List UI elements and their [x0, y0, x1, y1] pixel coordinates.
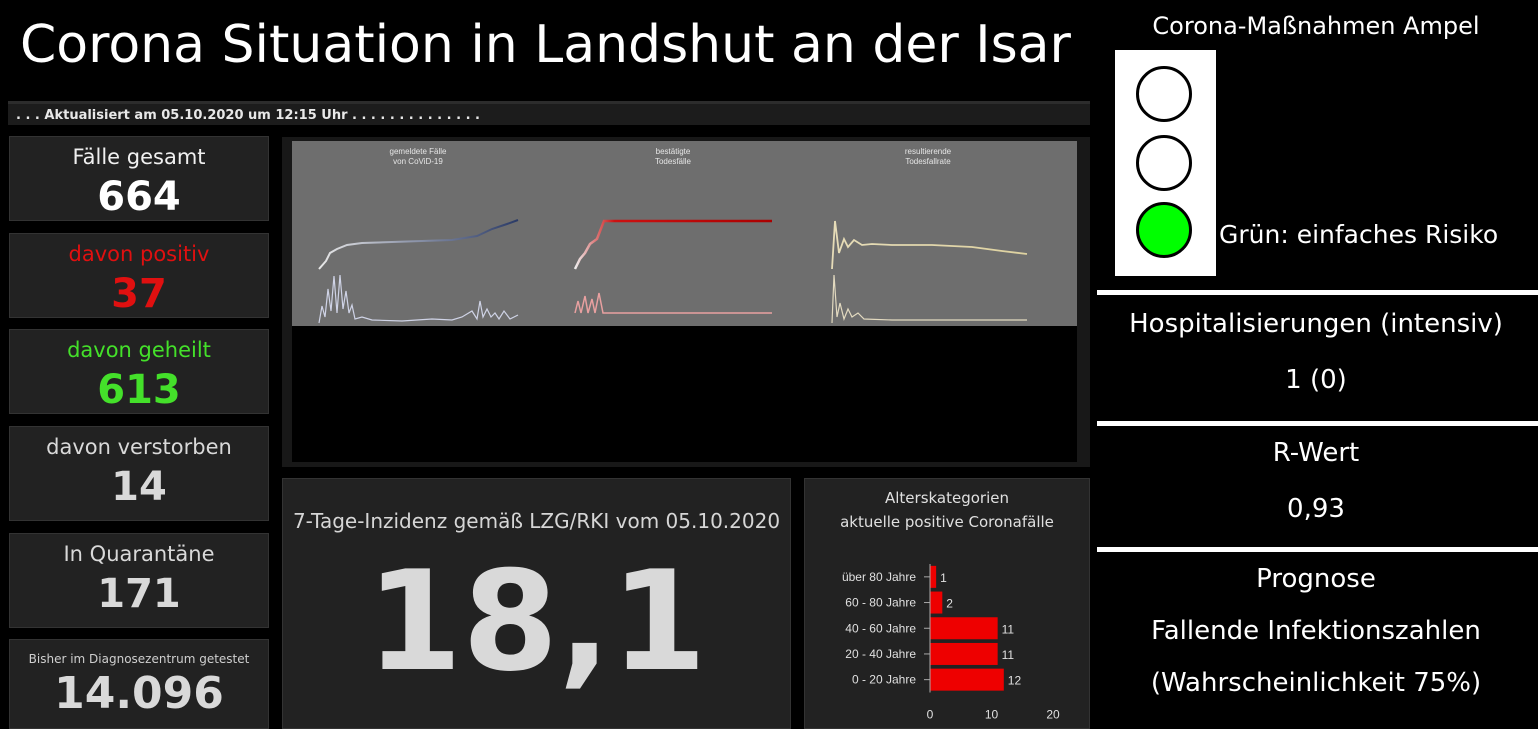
traffic-light-red-lamp: [1136, 66, 1192, 122]
age-category-label: 20 - 40 Jahre: [845, 647, 916, 661]
mini-chart-1-subtitle: von CoViD-19: [393, 157, 443, 166]
age-chart-title: Alterskategorien: [884, 489, 1009, 507]
incidence-value: 18,1: [366, 541, 707, 702]
mini-chart-1-spikes: [318, 274, 519, 324]
mini-chart-1-line: [318, 219, 519, 270]
age-category-label: 40 - 60 Jahre: [845, 621, 916, 635]
r-value-panel: R-Wert 0,93: [1097, 426, 1535, 547]
update-timestamp: . . . Aktualisiert am 05.10.2020 um 12:1…: [16, 108, 480, 123]
tile-label: Bisher im Diagnosezentrum getestet: [28, 652, 250, 666]
tile-value: 613: [97, 367, 181, 413]
trend-charts-panel: gemeldete Fälle von CoViD-19 bestätigte …: [282, 137, 1090, 467]
age-bar-value: 12: [1008, 674, 1022, 688]
tile-value: 37: [111, 271, 167, 317]
mini-chart-3-line: [831, 220, 1028, 270]
tile-label: In Quarantäne: [63, 542, 215, 566]
mini-chart-3-subtitle: Todesfallrate: [905, 157, 951, 166]
traffic-light-housing: [1115, 50, 1216, 276]
tile-value: 14: [111, 464, 167, 510]
trend-charts-strip: gemeldete Fälle von CoViD-19 bestätigte …: [292, 141, 1077, 326]
traffic-light-green-lamp: [1136, 202, 1192, 258]
incidence-label: 7-Tage-Inzidenz gemäß LZG/RKI vom 05.10.…: [292, 509, 781, 533]
age-x-tick-label: 0: [927, 708, 934, 722]
age-bar: [930, 591, 943, 614]
mini-chart-3-spikes: [831, 274, 1027, 324]
tile-label: Fälle gesamt: [72, 145, 206, 169]
tile-label: davon geheilt: [67, 338, 211, 362]
age-category-label: über 80 Jahre: [842, 570, 916, 584]
age-bar-value: 1: [940, 571, 947, 585]
forecast-line-1: Fallende Infektionszahlen: [1151, 616, 1481, 646]
forecast-line-2: (Wahrscheinlichkeit 75%): [1150, 668, 1482, 698]
tile-deceased: davon verstorben 14: [9, 426, 269, 521]
trend-charts-svg: gemeldete Fälle von CoViD-19 bestätigte …: [318, 147, 1028, 324]
age-x-tick-label: 20: [1046, 708, 1060, 722]
update-bar: . . . Aktualisiert am 05.10.2020 um 12:1…: [8, 101, 1090, 125]
age-bar-value: 11: [1002, 648, 1015, 662]
mini-chart-1-title: gemeldete Fälle: [390, 147, 447, 156]
age-bar-value: 2: [946, 597, 953, 611]
traffic-light-panel: Corona-Maßnahmen Ampel Grün: einfaches R…: [1097, 0, 1535, 290]
page-title: Corona Situation in Landshut an der Isar: [20, 15, 1071, 75]
age-bar-value: 11: [1002, 622, 1015, 636]
mini-chart-3-title: resultierende: [905, 147, 952, 156]
mini-chart-2-spikes: [574, 292, 772, 314]
hospital-panel: Hospitalisierungen (intensiv) 1 (0): [1097, 295, 1535, 421]
divider: [1097, 547, 1538, 552]
forecast-label: Prognose: [1256, 564, 1376, 594]
tile-value: 14.096: [54, 668, 224, 719]
traffic-light-yellow-lamp: [1136, 135, 1192, 191]
mini-chart-2-title: bestätigte: [656, 147, 691, 156]
chart-empty-area: [292, 326, 1077, 462]
mini-chart-2-line: [573, 219, 772, 270]
forecast-panel: Prognose Fallende Infektionszahlen (Wahr…: [1097, 552, 1535, 729]
age-bar: [930, 565, 937, 588]
traffic-light-status: Grün: einfaches Risiko: [1219, 220, 1499, 249]
tile-value: 664: [97, 174, 181, 220]
r-value-label: R-Wert: [1272, 438, 1360, 468]
tile-tested: Bisher im Diagnosezentrum getestet 14.09…: [9, 639, 269, 729]
age-bar: [930, 617, 998, 640]
divider: [1097, 421, 1538, 426]
age-category-label: 60 - 80 Jahre: [845, 596, 916, 610]
tile-label: davon positiv: [68, 242, 210, 266]
tile-value: 171: [97, 571, 181, 617]
incidence-panel: 7-Tage-Inzidenz gemäß LZG/RKI vom 05.10.…: [282, 478, 791, 729]
r-value: 0,93: [1287, 494, 1345, 524]
tile-quarantine: In Quarantäne 171: [9, 533, 269, 628]
hospital-label: Hospitalisierungen (intensiv): [1129, 309, 1503, 339]
tile-positive: davon positiv 37: [9, 233, 269, 318]
hospital-value: 1 (0): [1285, 365, 1347, 395]
mini-chart-2-subtitle: Todesfälle: [655, 157, 692, 166]
age-chart-panel: Alterskategorien aktuelle positive Coron…: [804, 478, 1090, 729]
age-bar: [930, 642, 998, 665]
age-category-label: 0 - 20 Jahre: [852, 673, 916, 687]
traffic-light-title: Corona-Maßnahmen Ampel: [1152, 12, 1480, 40]
age-bar-chart: über 80 Jahre 1 60 - 80 Jahre 2 40 - 60 Jahr…: [842, 564, 1060, 722]
age-bar: [930, 668, 1004, 691]
divider: [1097, 290, 1538, 295]
tile-cases-total: Fälle gesamt 664: [9, 136, 269, 221]
tile-recovered: davon geheilt 613: [9, 329, 269, 414]
tile-label: davon verstorben: [46, 435, 232, 459]
age-x-tick-label: 10: [985, 708, 999, 722]
age-chart-subtitle: aktuelle positive Coronafälle: [840, 513, 1054, 531]
